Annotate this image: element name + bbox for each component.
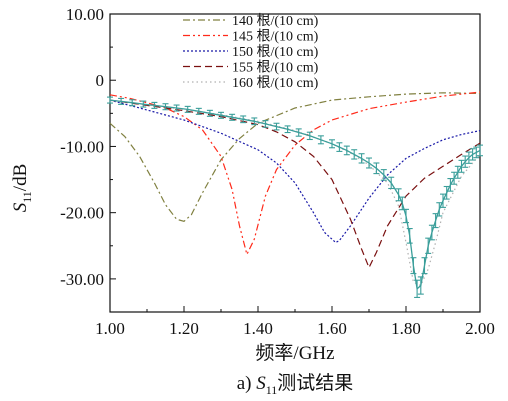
error-bar xyxy=(251,117,258,126)
error-bar xyxy=(107,96,113,104)
series-line-4 xyxy=(109,99,481,270)
error-bar xyxy=(410,257,417,275)
error-bar xyxy=(406,228,413,244)
error-bar xyxy=(451,171,458,185)
error-bar xyxy=(425,237,432,254)
error-bar xyxy=(162,103,169,111)
error-bar xyxy=(447,178,454,192)
x-tick-label: 2.00 xyxy=(465,319,495,338)
series-line-2 xyxy=(109,91,481,257)
error-bar xyxy=(240,115,247,124)
error-bar xyxy=(206,109,213,117)
error-bar xyxy=(218,111,224,119)
error-bar xyxy=(151,101,158,109)
error-bar xyxy=(403,208,409,224)
error-bar xyxy=(229,113,236,121)
error-bar xyxy=(358,153,365,164)
error-bar xyxy=(469,148,476,161)
axes: 1.00 1.20 1.40 1.60 1.80 2.00 10.00 0 -10.00 -20.… xyxy=(60,5,495,338)
error-bar xyxy=(284,125,291,134)
y-tick-label: -20.00 xyxy=(60,204,104,223)
series-line-1 xyxy=(109,92,481,222)
error-bar xyxy=(458,159,465,173)
legend-label-4: 155 根/(10 cm) xyxy=(232,60,319,76)
error-bar xyxy=(432,213,439,229)
x-tick-label: 1.60 xyxy=(317,319,347,338)
error-bar xyxy=(436,202,443,217)
series-line-3 xyxy=(109,99,481,244)
error-bar xyxy=(395,188,402,202)
y-tick-label: -10.00 xyxy=(60,137,104,156)
error-bar xyxy=(414,279,421,298)
error-bar xyxy=(417,276,424,295)
error-bar xyxy=(140,100,147,108)
error-bar xyxy=(380,169,387,181)
error-bar xyxy=(273,122,280,131)
error-bar xyxy=(351,149,358,160)
series-lines xyxy=(107,91,483,298)
legend-label-3: 150 根/(10 cm) xyxy=(232,44,319,60)
x-tick-label: 1.40 xyxy=(243,319,273,338)
figure-caption: a) S11测试结果 xyxy=(237,372,354,397)
legend-label-1: 140 根/(10 cm) xyxy=(232,13,319,29)
y-tick-label: -30.00 xyxy=(60,270,104,289)
error-bar xyxy=(388,176,395,190)
error-bar xyxy=(295,128,302,137)
error-bar xyxy=(343,145,350,156)
error-bar xyxy=(443,185,450,200)
y-tick-label: 0 xyxy=(96,71,105,90)
x-tick-label: 1.80 xyxy=(391,319,421,338)
error-bar xyxy=(440,193,446,208)
x-axis-title: 频率/GHz xyxy=(255,342,334,364)
y-axis-title: S11/dB xyxy=(10,164,34,213)
series-line-6 xyxy=(109,99,481,291)
error-bar xyxy=(329,139,335,149)
error-bar xyxy=(184,105,191,113)
error-bar xyxy=(421,257,428,275)
error-bar xyxy=(477,144,483,157)
error-bar xyxy=(462,155,469,168)
error-bar xyxy=(373,162,380,175)
legend-label-5: 160 根/(10 cm) xyxy=(232,75,319,91)
error-bar xyxy=(428,224,435,241)
error-bar xyxy=(317,135,324,145)
error-bar xyxy=(195,107,202,115)
error-bar xyxy=(118,97,125,105)
error-bar xyxy=(366,157,372,169)
y-tick-label: 10.00 xyxy=(66,5,104,24)
legend: 140 根/(10 cm)145 根/(10 cm)150 根/(10 cm)1… xyxy=(183,13,319,91)
error-bar xyxy=(262,120,269,128)
error-bar xyxy=(465,151,472,164)
error-bar xyxy=(129,99,136,107)
x-tick-label: 1.00 xyxy=(95,319,125,338)
error-bar xyxy=(173,104,180,112)
error-bar xyxy=(473,146,480,159)
error-bar xyxy=(336,142,343,152)
x-tick-label: 1.20 xyxy=(169,319,199,338)
legend-label-2: 145 根/(10 cm) xyxy=(232,29,319,45)
error-bar xyxy=(306,131,313,141)
error-bar xyxy=(454,165,461,179)
